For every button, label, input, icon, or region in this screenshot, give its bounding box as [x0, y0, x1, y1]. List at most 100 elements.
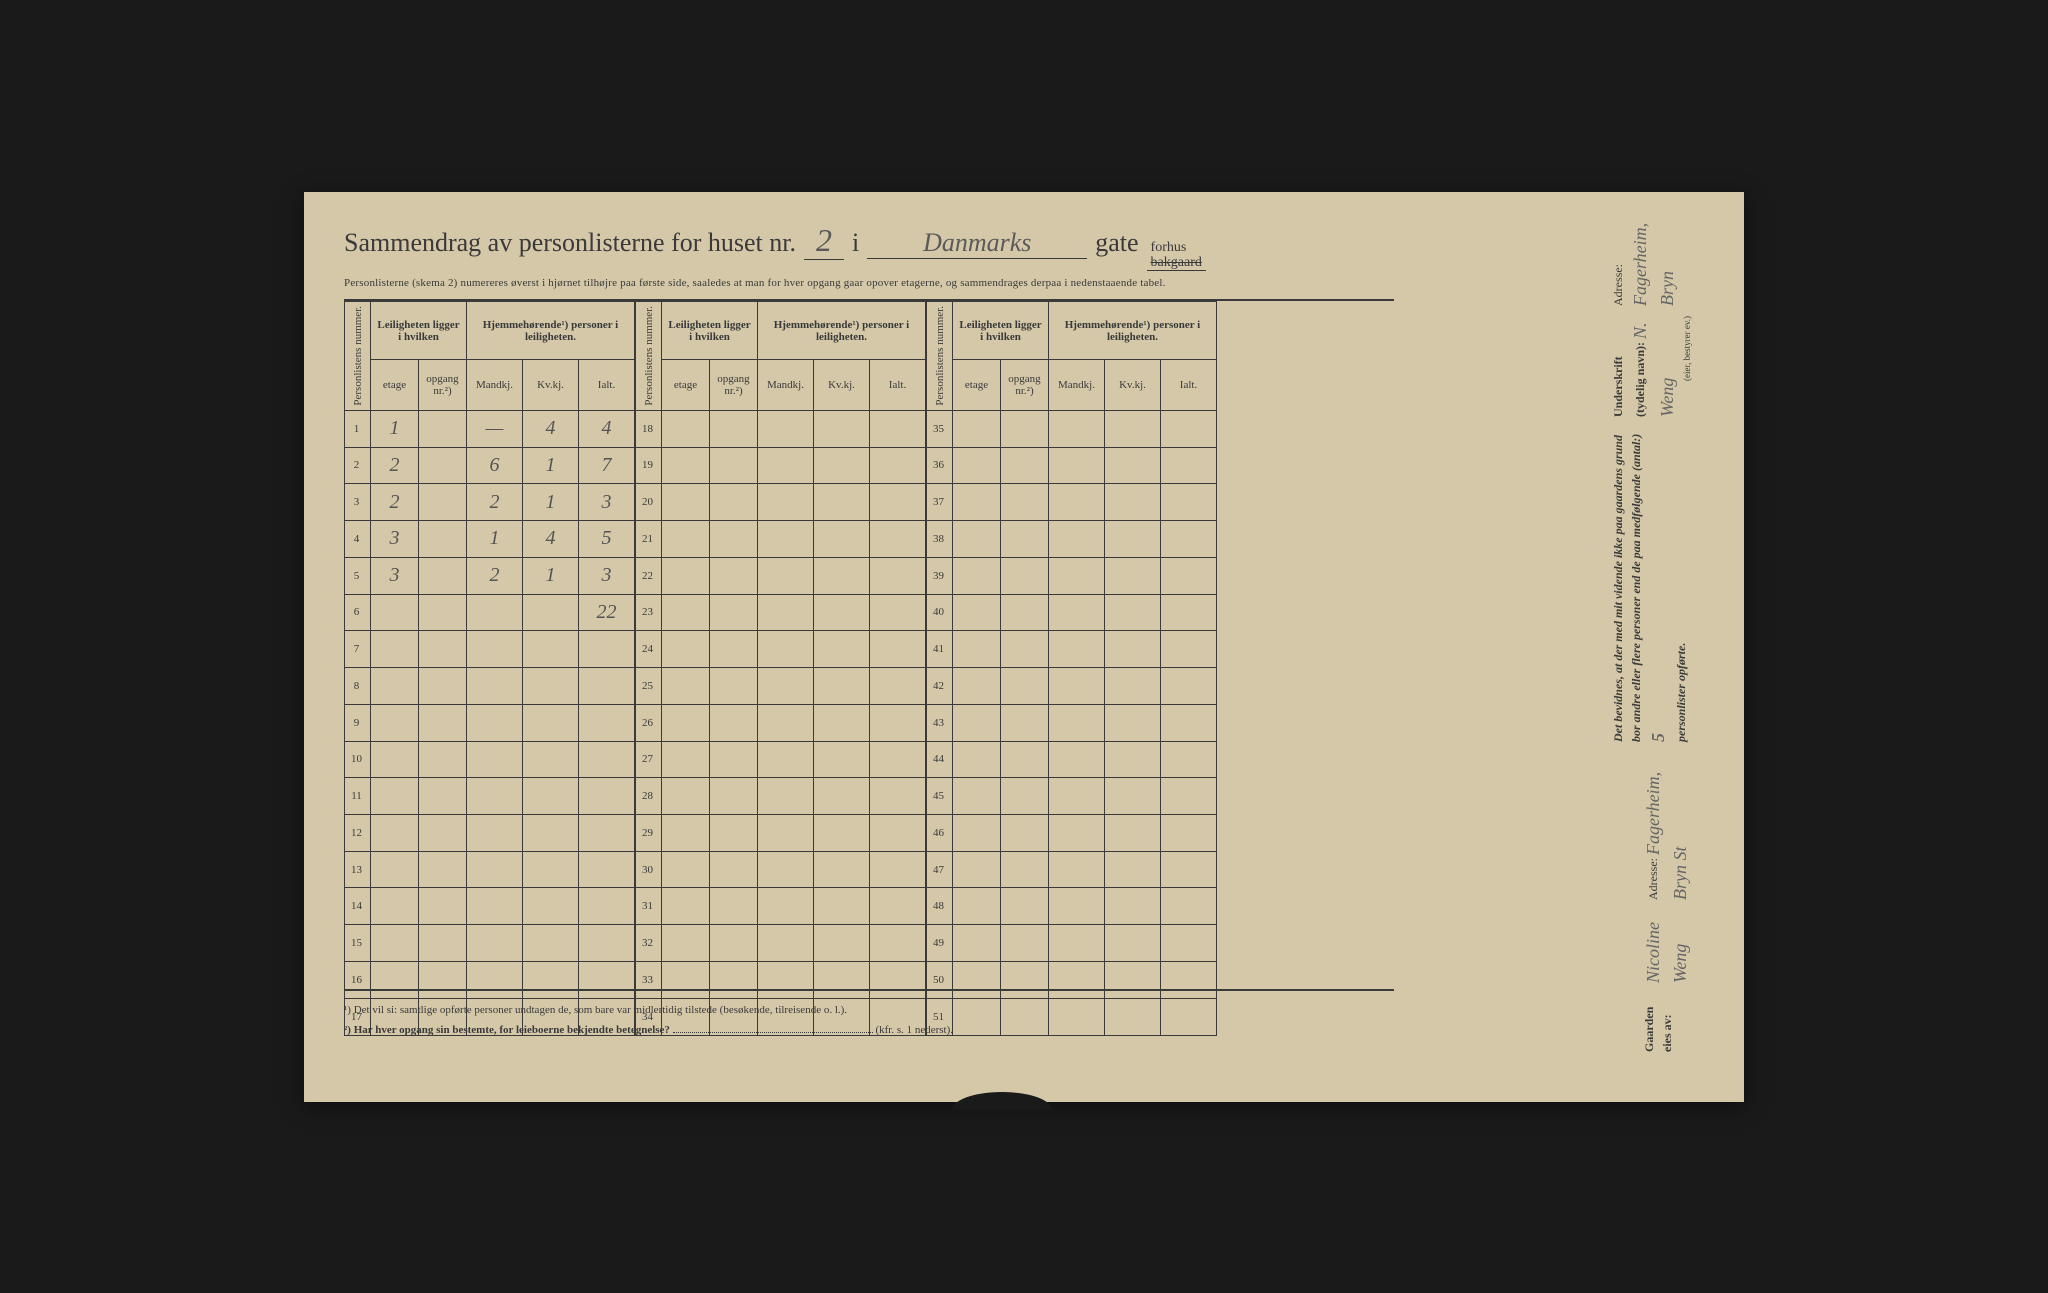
table-row: 11—44 [345, 410, 635, 447]
cell-opgang [419, 631, 467, 668]
cell-mandkj [758, 447, 814, 484]
cell-mandkj [1049, 778, 1105, 815]
cell-mandkj [1049, 594, 1105, 631]
row-number: 11 [345, 778, 371, 815]
cell-kvkj [1105, 888, 1161, 925]
col-opgang: opgang nr.²) [710, 360, 758, 411]
cell-mandkj [467, 778, 523, 815]
row-number: 33 [636, 961, 662, 998]
cell-etage [371, 631, 419, 668]
cell-ialt [1161, 741, 1217, 778]
cell-mandkj [758, 851, 814, 888]
col-opgang: opgang nr.²) [419, 360, 467, 411]
owner-label: Gaarden eies av: [1642, 1006, 1674, 1051]
cell-ialt [579, 704, 635, 741]
table-row: 47 [927, 851, 1217, 888]
cell-opgang [1001, 447, 1049, 484]
cell-etage [953, 741, 1001, 778]
cell-kvkj [814, 778, 870, 815]
house-number-field: 2 [804, 222, 844, 260]
table-row: 49 [927, 925, 1217, 962]
col-personlistens: Personlistens nummer. [345, 302, 371, 411]
cell-etage [371, 888, 419, 925]
cell-opgang [419, 961, 467, 998]
col-personlistens: Personlistens nummer. [636, 302, 662, 411]
row-number: 44 [927, 741, 953, 778]
forhus-option: forhus [1151, 240, 1202, 255]
cell-ialt [1161, 594, 1217, 631]
row-number: 21 [636, 521, 662, 558]
cell-ialt: 7 [579, 447, 635, 484]
cell-mandkj [1049, 888, 1105, 925]
table-row: 30 [636, 851, 926, 888]
cell-ialt [870, 704, 926, 741]
row-number: 30 [636, 851, 662, 888]
cell-mandkj [1049, 814, 1105, 851]
cell-kvkj [523, 888, 579, 925]
cell-kvkj [814, 961, 870, 998]
cell-kvkj [1105, 447, 1161, 484]
row-number: 5 [345, 557, 371, 594]
cell-ialt [870, 447, 926, 484]
cell-ialt [870, 668, 926, 705]
row-number: 15 [345, 925, 371, 962]
cell-opgang [1001, 778, 1049, 815]
cell-kvkj: 1 [523, 447, 579, 484]
cell-opgang [419, 778, 467, 815]
cell-opgang [419, 851, 467, 888]
cell-mandkj: 1 [467, 521, 523, 558]
cell-etage [953, 447, 1001, 484]
row-number: 24 [636, 631, 662, 668]
cell-opgang [419, 557, 467, 594]
table-row: 24 [636, 631, 926, 668]
census-form-paper: Sammendrag av personlisterne for huset n… [304, 192, 1744, 1102]
row-number: 23 [636, 594, 662, 631]
table-row: 622 [345, 594, 635, 631]
cell-ialt [1161, 998, 1217, 1035]
cell-kvkj [1105, 594, 1161, 631]
cell-mandkj: 2 [467, 557, 523, 594]
col-etage: etage [662, 360, 710, 411]
cell-etage [953, 925, 1001, 962]
col-etage: etage [371, 360, 419, 411]
cell-mandkj: — [467, 410, 523, 447]
cell-opgang [710, 704, 758, 741]
col-mandkj: Mandkj. [758, 360, 814, 411]
cell-mandkj [467, 925, 523, 962]
row-number: 10 [345, 741, 371, 778]
cell-ialt: 3 [579, 557, 635, 594]
col-hjemme: Hjemmehørende¹) personer i leiligheten. [758, 302, 926, 360]
cell-ialt: 5 [579, 521, 635, 558]
row-number: 31 [636, 888, 662, 925]
cell-mandkj [467, 631, 523, 668]
cell-opgang [710, 814, 758, 851]
row-number: 2 [345, 447, 371, 484]
row-number: 22 [636, 557, 662, 594]
cell-etage [953, 410, 1001, 447]
title-text-3: gate [1095, 228, 1138, 258]
cell-etage [371, 668, 419, 705]
row-number: 9 [345, 704, 371, 741]
cell-ialt [870, 888, 926, 925]
cell-opgang [710, 741, 758, 778]
cell-opgang [710, 778, 758, 815]
table-row: 28 [636, 778, 926, 815]
cell-mandkj [1049, 961, 1105, 998]
cell-opgang [419, 521, 467, 558]
cell-opgang [1001, 631, 1049, 668]
row-number: 13 [345, 851, 371, 888]
cell-opgang [1001, 484, 1049, 521]
row-number: 38 [927, 521, 953, 558]
table-row: 44 [927, 741, 1217, 778]
cell-ialt [579, 961, 635, 998]
col-leilighet: Leiligheten ligger i hvilken [953, 302, 1049, 360]
cell-ialt [1161, 925, 1217, 962]
cell-kvkj [814, 888, 870, 925]
col-kvkj: Kv.kj. [523, 360, 579, 411]
table-row: 48 [927, 888, 1217, 925]
table-row: 15 [345, 925, 635, 962]
row-number: 3 [345, 484, 371, 521]
cell-mandkj [467, 888, 523, 925]
cell-etage [371, 594, 419, 631]
table-row: 27 [636, 741, 926, 778]
